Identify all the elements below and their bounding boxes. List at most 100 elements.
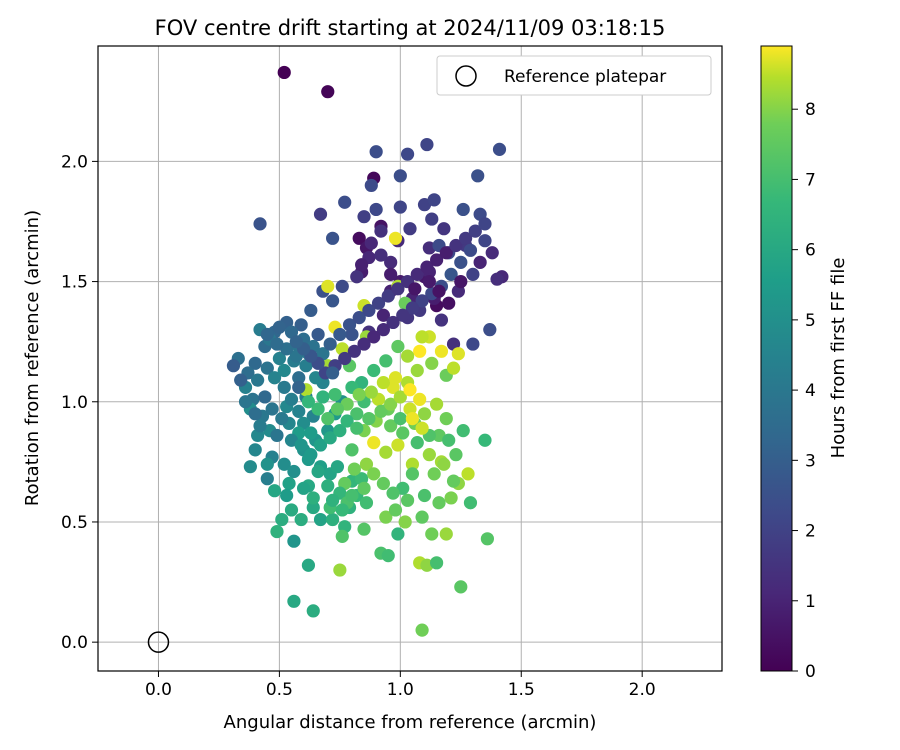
data-point: [342, 318, 357, 332]
data-point: [466, 337, 480, 351]
data-point: [384, 267, 398, 281]
data-point: [248, 407, 262, 421]
data-point: [333, 327, 347, 342]
colorbar-tick-label: 1: [805, 592, 816, 612]
data-point: [374, 404, 388, 418]
data-point: [374, 224, 388, 238]
data-point: [321, 479, 335, 493]
data-point: [466, 267, 480, 281]
data-point: [393, 390, 407, 404]
data-point: [330, 460, 345, 474]
data-point: [369, 202, 383, 217]
data-point: [294, 512, 308, 527]
data-point: [432, 496, 446, 510]
data-point: [393, 169, 407, 183]
data-point: [275, 411, 289, 426]
reference-platepar-marker: [147, 631, 170, 653]
data-point: [301, 395, 316, 409]
data-point: [260, 457, 274, 471]
data-point: [226, 359, 241, 373]
data-point: [296, 481, 311, 495]
data-point: [461, 467, 475, 481]
data-point: [287, 594, 301, 608]
data-point: [350, 421, 364, 435]
data-point: [391, 339, 405, 354]
data-point: [270, 428, 284, 443]
data-point: [326, 512, 340, 527]
legend-reference-marker: [455, 65, 477, 87]
colorbar-tick-label: 6: [805, 241, 816, 261]
data-point: [400, 493, 415, 507]
data-point: [427, 193, 441, 207]
colorbar-tick-label: 8: [805, 100, 816, 120]
data-point: [277, 363, 291, 378]
colorbar-tick-label: 5: [805, 311, 816, 331]
legend: Reference platepar: [436, 55, 712, 96]
data-point: [478, 217, 492, 231]
colorbar-tick-label: 7: [805, 170, 816, 190]
data-point: [350, 407, 364, 421]
data-point: [449, 448, 463, 462]
data-point: [454, 255, 468, 269]
data-point: [492, 142, 507, 156]
data-point: [260, 361, 274, 375]
data-point: [400, 349, 415, 363]
data-point: [304, 303, 318, 318]
data-point: [473, 255, 487, 269]
data-point: [367, 436, 381, 450]
data-point: [490, 272, 504, 286]
data-point: [451, 347, 465, 361]
data-point: [369, 145, 383, 159]
data-point: [400, 147, 415, 161]
data-point: [415, 330, 429, 344]
data-point: [280, 488, 294, 503]
data-point: [459, 231, 473, 245]
data-point: [306, 491, 320, 505]
data-point: [480, 532, 494, 546]
data-point: [430, 253, 444, 267]
data-point: [463, 243, 478, 257]
data-point: [260, 472, 274, 486]
y-tick-label: 1.0: [61, 393, 88, 413]
data-point: [364, 178, 378, 193]
data-point: [272, 320, 286, 334]
data-point: [391, 282, 405, 296]
data-point: [364, 385, 378, 399]
data-point: [376, 476, 390, 491]
data-point: [422, 448, 436, 462]
data-point: [393, 411, 407, 426]
data-point: [417, 407, 432, 421]
data-point: [270, 524, 284, 539]
data-point: [253, 217, 267, 231]
data-point: [454, 580, 468, 594]
legend-label-reference: Reference platepar: [504, 67, 666, 87]
data-point: [376, 308, 390, 322]
colorbar-label: Hours from first FF file: [828, 258, 849, 459]
data-point: [328, 387, 342, 402]
data-point: [292, 380, 306, 394]
chart-title: FOV centre drift starting at 2024/11/09 …: [155, 16, 666, 40]
data-point: [398, 515, 412, 529]
x-tick-label: 0.5: [266, 680, 293, 700]
data-point: [384, 419, 398, 433]
data-point: [374, 248, 388, 262]
data-point: [471, 169, 485, 183]
data-point: [439, 411, 453, 426]
data-point: [393, 200, 407, 214]
colorbar-tick-label: 3: [805, 451, 816, 471]
data-point: [258, 390, 272, 404]
data-point: [391, 438, 405, 452]
colorbar-gradient: [760, 45, 793, 672]
data-point: [379, 510, 393, 524]
data-point: [437, 457, 451, 471]
data-point: [456, 202, 470, 217]
data-point: [282, 476, 296, 491]
data-point: [384, 255, 398, 269]
data-point: [326, 231, 340, 245]
data-point: [413, 392, 427, 406]
data-point: [234, 373, 248, 387]
x-tick-label: 2.0: [629, 680, 656, 700]
data-point: [439, 246, 453, 260]
data-point: [352, 387, 366, 402]
data-point: [357, 481, 371, 495]
